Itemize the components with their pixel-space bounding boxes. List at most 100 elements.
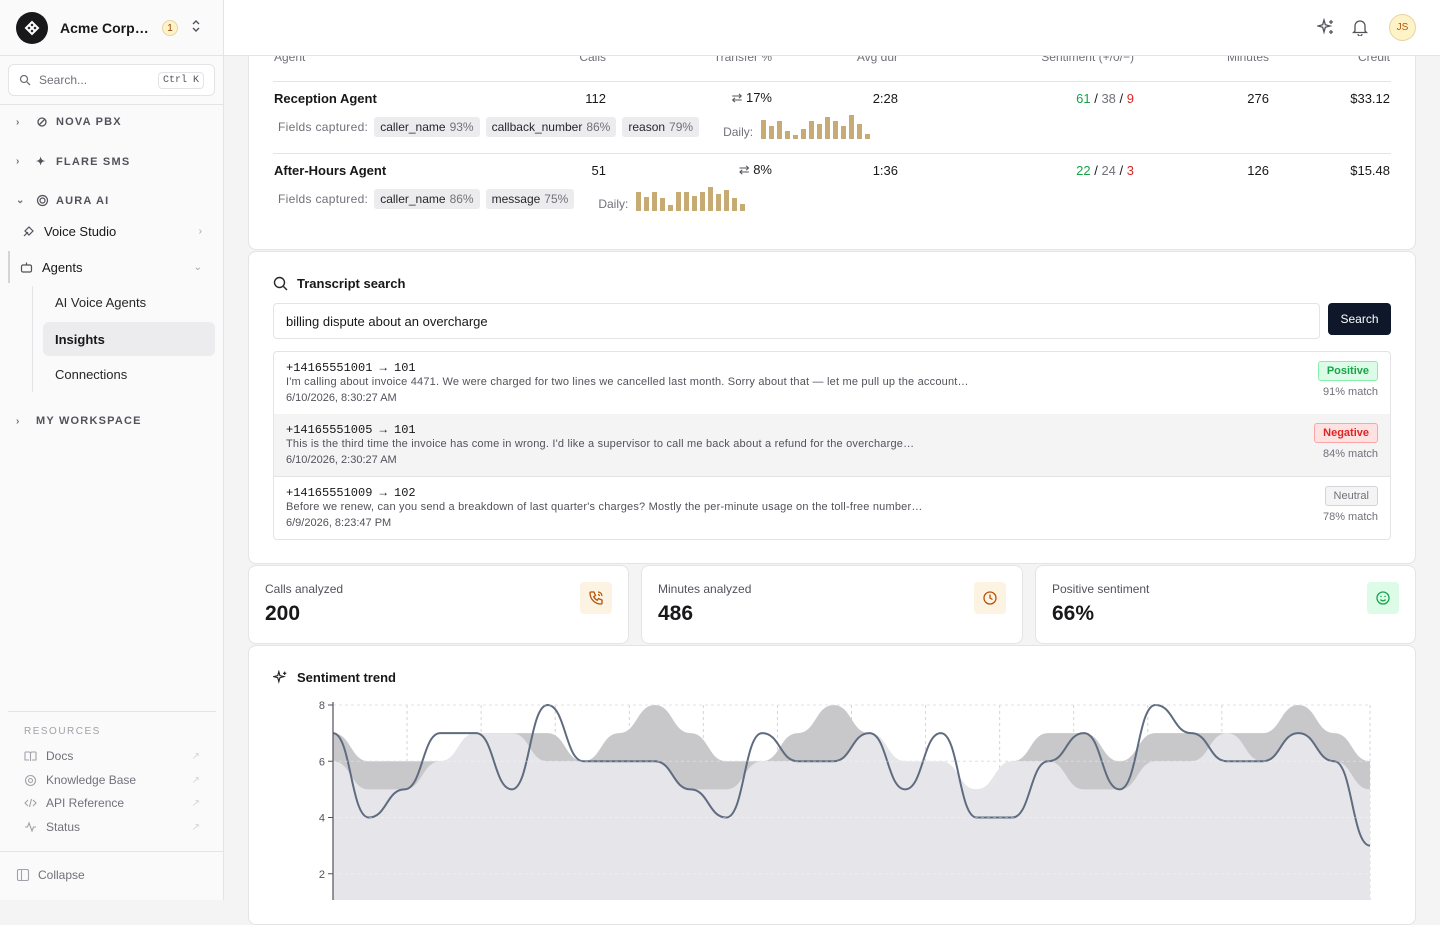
daily-bar	[777, 121, 783, 139]
search-result-item[interactable]: +14165551005 → 101 This is the third tim…	[274, 414, 1390, 477]
daily-bars	[636, 187, 748, 211]
daily-bar	[684, 192, 690, 211]
external-link-icon: ↗	[191, 821, 200, 833]
nav-group-aura-ai[interactable]: ⌄ AURA AI	[16, 194, 109, 207]
phone-forward-icon	[36, 116, 50, 128]
phone-icon	[580, 582, 612, 614]
agent-credit: $33.12	[1350, 91, 1390, 106]
divider	[0, 55, 224, 56]
resource-link-api-reference[interactable]: API Reference ↗	[24, 796, 200, 810]
agent-minutes: 126	[1247, 163, 1269, 178]
stat-value: 66%	[1052, 602, 1095, 625]
sparkles-icon	[273, 670, 288, 685]
call-route: +14165551001 → 101	[286, 361, 416, 375]
resource-link-status[interactable]: Status ↗	[24, 820, 200, 834]
chevron-right-icon: ›	[198, 225, 202, 237]
daily-bar	[724, 190, 730, 211]
daily-bar	[676, 192, 682, 211]
sparkle-icon: ✦	[36, 156, 47, 168]
collapse-label: Collapse	[38, 868, 85, 882]
daily-bar	[716, 194, 722, 211]
sidebar-item-voice-studio[interactable]: Voice Studio ›	[22, 223, 216, 239]
agent-calls: 51	[591, 163, 606, 178]
field-chip: caller_name 86%	[374, 189, 480, 209]
collapse-button[interactable]: Collapse	[16, 868, 85, 882]
call-timestamp: 6/9/2026, 8:23:47 PM	[286, 517, 392, 529]
sentiment-badge: Neutral	[1324, 486, 1378, 506]
sentiment-trend-title: Sentiment trend	[273, 670, 396, 685]
agent-name[interactable]: After-Hours Agent	[274, 163, 387, 178]
divider	[0, 851, 224, 852]
nav-group-label: FLARE SMS	[56, 155, 131, 168]
stat-value: 200	[265, 602, 301, 625]
sidebar-subitem-insights[interactable]: Insights	[43, 322, 215, 356]
sidebar-subitem-ai-voice-agents[interactable]: AI Voice Agents	[55, 294, 147, 310]
tree-line	[32, 286, 33, 392]
sidebar-item-agents[interactable]: Agents ⌄	[20, 259, 216, 275]
chevron-down-icon: ⌄	[16, 195, 26, 206]
search-result-item[interactable]: +14165551009 → 102 Before we renew, can …	[274, 477, 1390, 539]
daily-sparkline: Daily:	[723, 115, 873, 139]
nav-group-nova-pbx[interactable]: › NOVA PBX	[16, 116, 122, 128]
user-avatar[interactable]: JS	[1389, 14, 1416, 41]
stat-label: Calls analyzed	[265, 582, 344, 596]
agent-sentiment: 22 / 24 / 3	[1076, 163, 1134, 178]
daily-bar	[857, 124, 863, 139]
sparkles-icon[interactable]	[1317, 18, 1335, 36]
radar-icon	[36, 194, 50, 207]
nav-group-label: MY WORKSPACE	[36, 415, 142, 427]
sidebar-search[interactable]: Search... Ctrl K	[8, 64, 215, 96]
agent-avg-dur: 1:36	[872, 163, 898, 178]
stat-card-minutes	[641, 565, 1023, 644]
search-button[interactable]: Search	[1328, 303, 1391, 335]
nav-group-my-workspace[interactable]: › MY WORKSPACE	[16, 415, 142, 427]
sidebar: Acme Corporation 1 Search... Ctrl K › NO…	[0, 0, 224, 900]
agent-minutes: 276	[1247, 91, 1269, 106]
search-icon	[273, 276, 288, 291]
daily-bar	[809, 121, 815, 139]
daily-bar	[785, 131, 791, 139]
search-result-item[interactable]: +14165551001 → 101 I'm calling about inv…	[274, 352, 1390, 415]
sentiment-positive: 61	[1076, 91, 1091, 106]
agent-sentiment: 61 / 38 / 9	[1076, 91, 1134, 106]
resource-label: Status	[46, 820, 81, 834]
sidebar-collapse-icon	[16, 868, 30, 882]
search-icon	[19, 74, 31, 86]
sentiment-negative: 9	[1126, 91, 1134, 106]
divider	[273, 81, 1391, 82]
stat-label: Minutes analyzed	[658, 582, 752, 596]
transcript-snippet: This is the third time the invoice has c…	[286, 438, 915, 450]
org-count-badge: 1	[162, 20, 178, 36]
chevrons-updown-icon[interactable]	[190, 19, 202, 38]
external-link-icon: ↗	[191, 797, 200, 809]
daily-bar	[708, 187, 714, 211]
agent-name[interactable]: Reception Agent	[274, 91, 377, 106]
org-switcher[interactable]: Acme Corporation 1	[16, 12, 208, 44]
nav-group-flare-sms[interactable]: › ✦ FLARE SMS	[16, 155, 131, 169]
external-link-icon: ↗	[191, 750, 200, 762]
daily-bar	[732, 198, 738, 211]
resource-label: Docs	[46, 749, 74, 763]
daily-bar	[841, 126, 847, 139]
daily-bar	[644, 197, 650, 211]
daily-label: Daily:	[598, 197, 629, 211]
lifebuoy-icon	[24, 774, 38, 787]
bell-icon[interactable]	[1352, 18, 1368, 36]
smile-icon	[1367, 582, 1399, 614]
daily-bar	[833, 121, 839, 139]
daily-bars	[761, 115, 873, 139]
section-title-text: Transcript search	[297, 276, 406, 291]
chevron-right-icon: ›	[16, 156, 21, 167]
call-timestamp: 6/10/2026, 2:30:27 AM	[286, 454, 397, 466]
divider	[0, 104, 224, 105]
daily-bar	[769, 126, 775, 139]
sidebar-subitem-connections[interactable]: Connections	[55, 366, 128, 382]
resource-link-docs[interactable]: Docs ↗	[24, 749, 200, 763]
active-indicator	[8, 251, 10, 283]
agent-credit: $15.48	[1350, 163, 1390, 178]
resource-link-knowledge-base[interactable]: Knowledge Base ↗	[24, 773, 200, 787]
call-timestamp: 6/10/2026, 8:30:27 AM	[286, 392, 397, 404]
resource-label: Knowledge Base	[46, 773, 137, 787]
stat-label: Positive sentiment	[1052, 582, 1150, 596]
transcript-search-input[interactable]	[273, 303, 1320, 339]
